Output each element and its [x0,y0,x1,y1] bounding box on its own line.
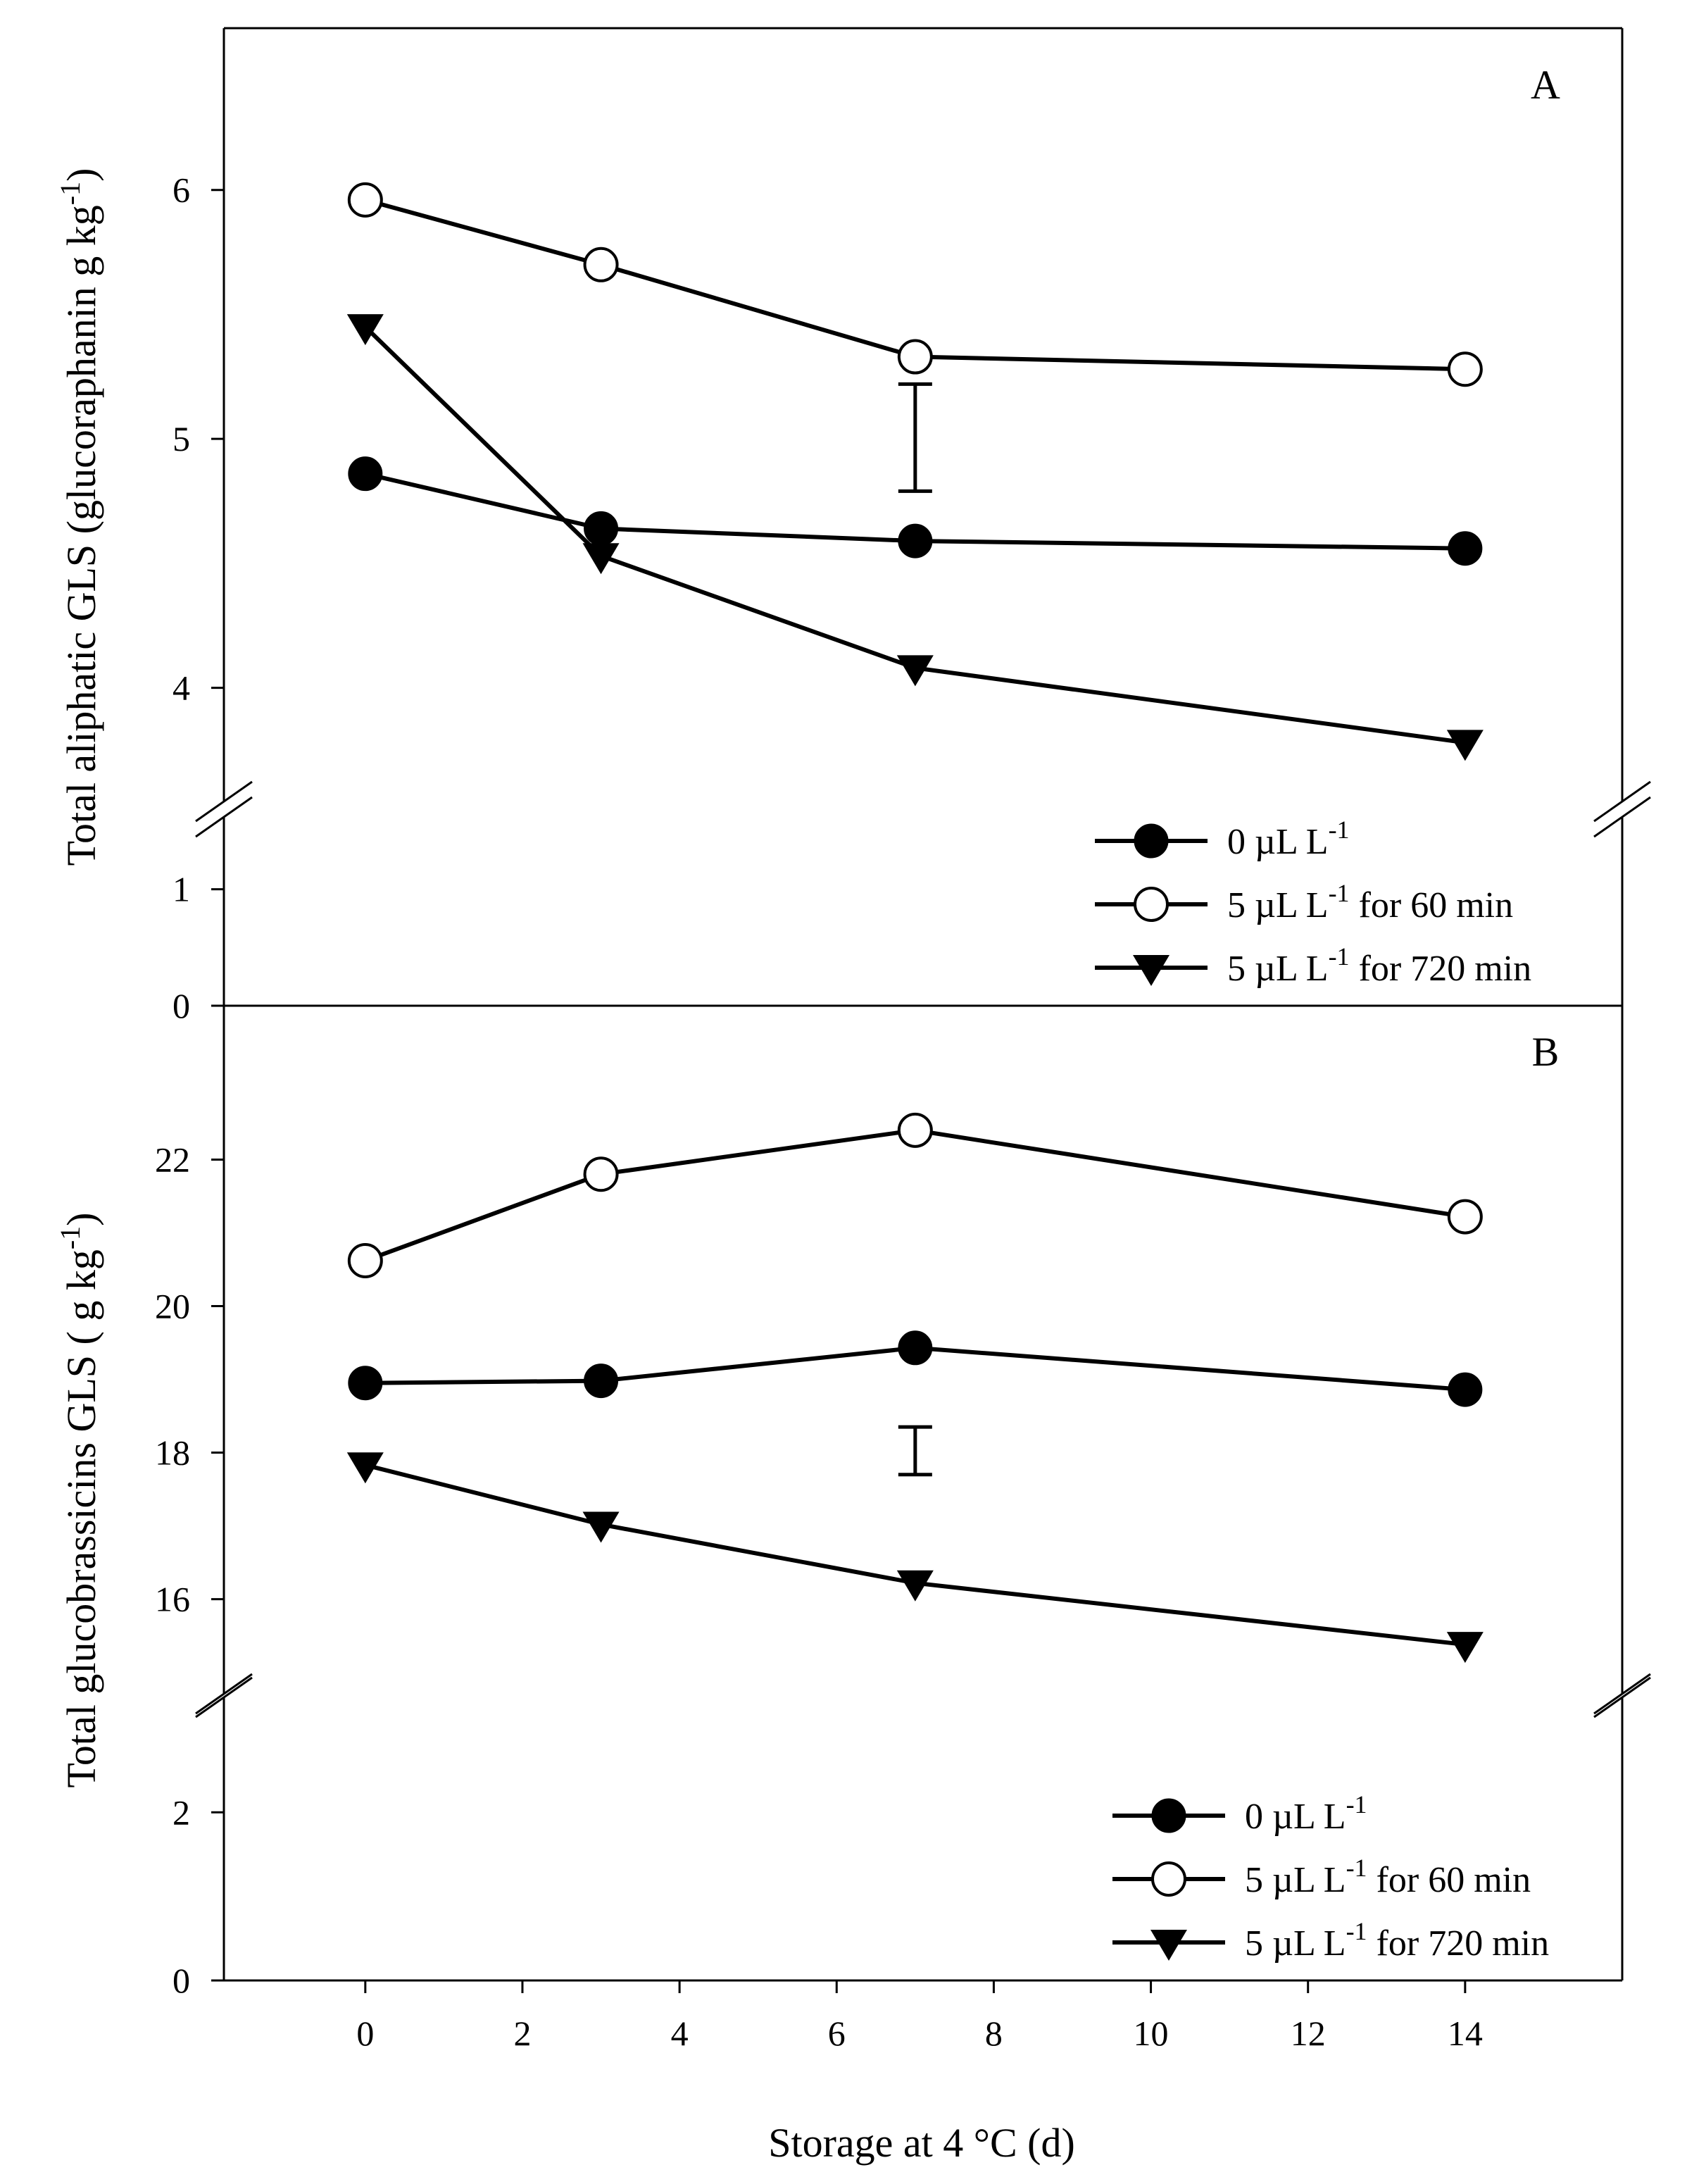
panel-a-series-2-line [365,197,1465,372]
panel-b-y-tick-label: 16 [155,1580,190,1619]
legend-marker-3 [1133,955,1169,986]
panel-b-y-axis-title: Total glucobrassicins GLS ( g kg-1) [54,1213,104,1788]
legend-marker-2 [1134,887,1169,922]
panel-a-series-1-point [584,511,619,546]
panel-a-y-tick-label: 4 [173,668,190,708]
panel-a-y-tick-label: 1 [173,870,190,909]
panel-a-letter: A [1531,62,1560,108]
panel-b-series-3-point [1446,1632,1484,1664]
panel-a: 0 1 4 5 6 Total aliphatic GLS (glucoraphanin … [54,27,1651,1025]
panel-a-series-1-point [898,523,933,559]
legend-marker-3 [1150,1930,1187,1961]
panel-b-series-1-point [584,1364,619,1399]
panel-a-series-2-point [897,339,933,375]
panel-b-series-2-line [364,1128,1466,1263]
legend-marker-2 [1151,1861,1186,1897]
panel-a-series-3-point [582,543,620,575]
panel-b: 0 2 16 18 20 22 Total glucobrassicins GLS ( g … [54,1004,1651,2000]
panel-b-axis-break-mark [1593,1673,1651,1715]
panel-b-series-3-point [346,1452,384,1484]
x-tick-label: 10 [1134,2014,1169,2053]
panel-a-series-2-point [1447,351,1483,387]
panel-b-series-2-point [897,1112,933,1148]
panel-b-series-3-point [896,1570,934,1602]
panel-b-y-tick-label: 2 [173,1792,190,1832]
panel-b-series-1-point [348,1366,383,1401]
panel-b-series-1-point [898,1330,933,1366]
panel-a-y-tick-label: 6 [173,170,190,210]
panel-a-series-1-point [348,456,383,492]
panel-a-axis-break-mark [195,780,253,823]
panel-b-y-tick-label: 0 [173,1961,190,2000]
panel-a-y-tick-label: 0 [173,986,190,1025]
legend-label-1: 0 µL L-1 [1245,1790,1367,1837]
panel-b-series-2-point [583,1156,619,1192]
panel-a-series-3-point [346,314,384,346]
legend-label-3: 5 µL L-1 for 720 min [1227,942,1531,989]
panel-b-y-tick-label: 22 [155,1140,190,1179]
x-tick-label: 2 [513,2014,531,2053]
panel-a-y-axis-title: Total aliphatic GLS (glucoraphanin g kg-… [54,168,104,866]
x-axis: 0 2 4 6 8 10 12 14 [356,1980,1483,2053]
x-tick-label: 14 [1448,2014,1483,2053]
panel-b-series-3-line [365,1463,1466,1647]
panel-a-axis-break-mark [195,796,253,838]
x-tick-label: 8 [985,2014,1003,2053]
panel-b-series-1-line [365,1345,1466,1392]
legend-marker-1 [1151,1798,1186,1833]
panel-b-axis-break-mark [195,1673,253,1715]
panel-b-series-2-point [347,1242,383,1278]
panel-b-series-3-point [582,1511,620,1543]
x-tick-label: 6 [828,2014,846,2053]
legend-label-1: 0 µL L-1 [1227,816,1350,862]
panel-a-series-2-point [583,247,619,282]
panel-a-series-1-point [1448,531,1483,566]
x-tick-label: 12 [1291,2014,1326,2053]
panel-a-legend: 0 µL L-1 5 µL L-1 for 60 min 5 µL L-1 for … [1095,816,1531,989]
panel-a-series-3-point [1446,730,1484,761]
panel-a-series-3-point [896,655,934,687]
panel-b-series-1-point [1448,1372,1483,1407]
panel-b-y-tick-label: 18 [155,1433,190,1473]
panel-b-axis-break-mark [1593,1676,1651,1718]
panel-a-y-tick-label: 5 [173,419,190,458]
x-tick-label: 0 [356,2014,374,2053]
panel-a-series-1-line [365,471,1465,551]
legend-label-2: 5 µL L-1 for 60 min [1245,1854,1531,1900]
panel-b-axis-break-mark [195,1676,253,1718]
panel-a-axis-break-mark [1593,796,1651,838]
panel-b-series-2-point [1447,1199,1483,1235]
x-axis-title: Storage at 4 °C (d) [768,2120,1075,2166]
legend-label-2: 5 µL L-1 for 60 min [1227,879,1513,925]
panel-a-series-2-point [347,182,383,218]
panel-b-y-tick-label: 20 [155,1286,190,1325]
panel-a-axis-break-mark [1593,780,1651,823]
panel-b-letter: B [1532,1029,1560,1075]
legend-marker-1 [1134,823,1169,859]
x-tick-label: 4 [671,2014,689,2053]
panel-a-series-3-line [363,325,1466,745]
legend-label-3: 5 µL L-1 for 720 min [1245,1917,1549,1964]
panel-b-legend: 0 µL L-1 5 µL L-1 for 60 min 5 µL L-1 for … [1112,1790,1549,1964]
